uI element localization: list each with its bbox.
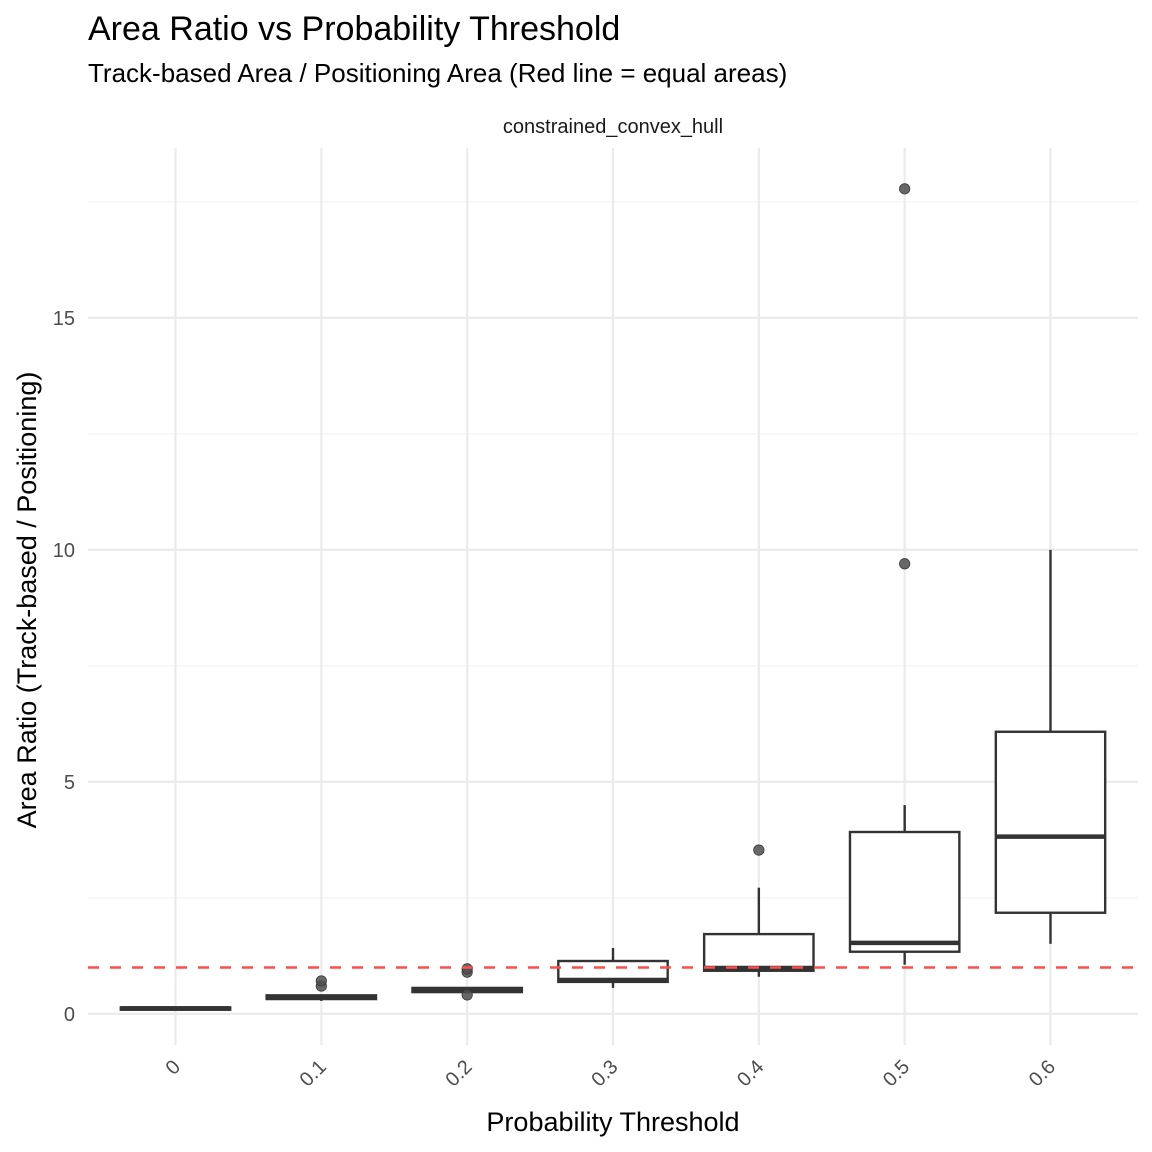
x-tick-labels: 0 0.1 0.2 0.3 0.4 0.5 0.6 <box>162 1056 1060 1091</box>
y-tick-labels: 0 5 10 15 <box>53 308 75 1026</box>
box-iqr <box>702 932 815 972</box>
outlier-point <box>899 558 911 570</box>
y-axis-title: Area Ratio (Track-based / Positioning) <box>12 372 42 829</box>
boxes-group <box>119 183 1107 1011</box>
facet-strip-label: constrained_convex_hull <box>503 116 723 138</box>
y-tick-label: 15 <box>53 308 75 330</box>
grid-lines <box>88 148 1138 1045</box>
box-0.5 <box>848 183 961 965</box>
outlier-point <box>753 844 765 856</box>
y-tick-label: 0 <box>64 1004 75 1026</box>
box-0.1 <box>265 975 378 1001</box>
x-tick-label: 0.4 <box>733 1056 768 1091</box>
box-iqr <box>994 730 1107 914</box>
chart-subtitle: Track-based Area / Positioning Area (Red… <box>88 58 787 88</box>
x-axis-title: Probability Threshold <box>486 1107 739 1137</box>
y-tick-label: 5 <box>64 772 75 794</box>
box-0.6 <box>994 549 1107 944</box>
box-0 <box>119 1006 232 1011</box>
outlier-point <box>899 183 911 195</box>
x-tick-label: 0.2 <box>441 1056 476 1091</box>
x-tick-label: 0.5 <box>879 1056 914 1091</box>
box-0.2 <box>411 963 524 1001</box>
box-iqr <box>848 830 961 953</box>
x-tick-label: 0.6 <box>1025 1056 1060 1091</box>
chart-title: Area Ratio vs Probability Threshold <box>88 10 620 48</box>
outlier-point <box>461 989 473 1001</box>
outlier-point <box>461 963 473 975</box>
x-tick-label: 0.3 <box>587 1056 622 1091</box>
box-0.3 <box>557 948 669 988</box>
box-0.4 <box>702 844 815 977</box>
x-tick-label: 0 <box>162 1056 185 1079</box>
x-tick-label: 0.1 <box>296 1056 331 1091</box>
y-tick-label: 10 <box>53 540 75 562</box>
outlier-point <box>315 975 327 987</box>
